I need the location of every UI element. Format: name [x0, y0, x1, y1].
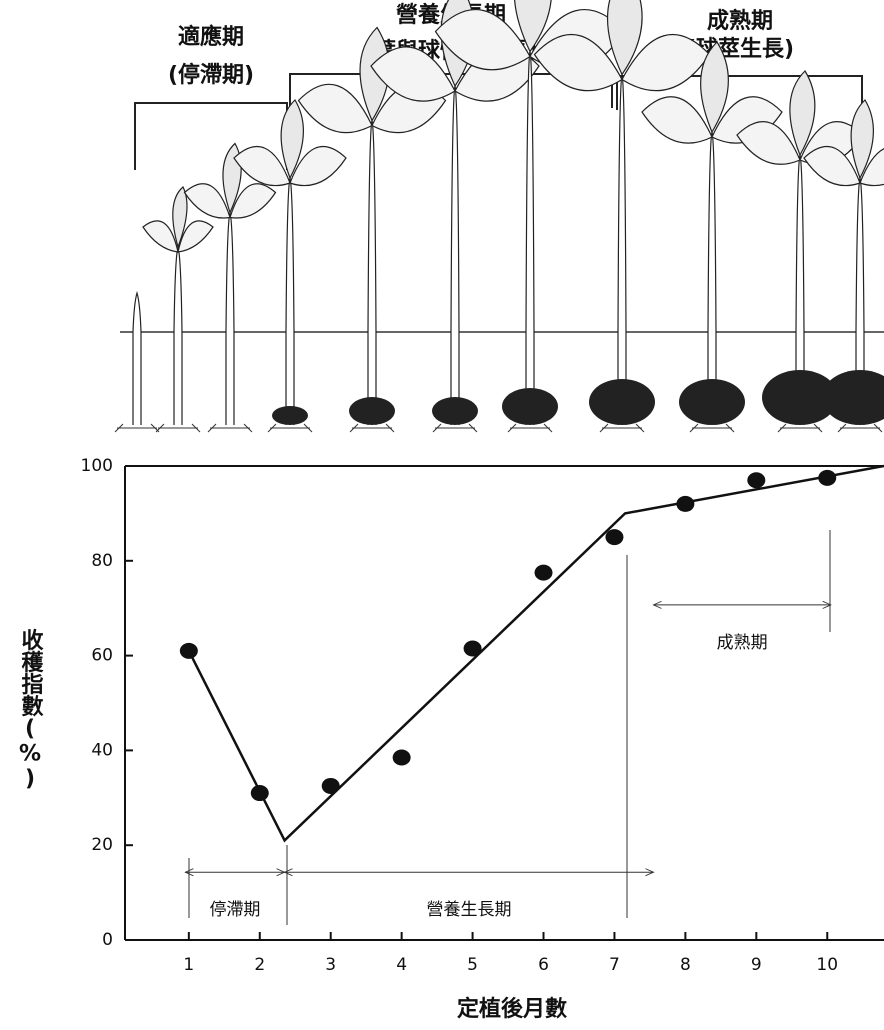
- roots: [350, 424, 394, 432]
- stage-label: (停滯期): [168, 62, 254, 88]
- stage-label: 適應期: [178, 24, 244, 50]
- leaf: [299, 84, 373, 132]
- leaf: [804, 146, 860, 185]
- stem: [368, 121, 376, 426]
- corm: [589, 379, 655, 425]
- x-tick-label: 3: [325, 955, 336, 975]
- stage-label: 成熟期: [707, 8, 773, 34]
- stem: [133, 293, 141, 425]
- illustration: 適應期(停滯期)營養生長期(葉與球快速生長)成熟期(球莖生長): [115, 0, 884, 432]
- point: [747, 472, 765, 488]
- point: [535, 565, 553, 581]
- roots: [433, 424, 477, 432]
- x-tick-label: 4: [396, 955, 407, 975]
- roots: [208, 424, 252, 432]
- stem: [174, 247, 182, 425]
- point: [251, 785, 269, 801]
- y-tick-label: 60: [91, 646, 113, 666]
- plot: 定植後月數 收穫指數(%) 0 20 40 60 80 100 1 2 3 4 5 6 7 8 9 10 停滯期…: [18, 456, 884, 1022]
- x-tick-label: 5: [467, 955, 478, 975]
- x-tick-label: 7: [609, 955, 620, 975]
- point: [322, 778, 340, 794]
- stem: [526, 52, 534, 426]
- annotation: 成熟期: [717, 632, 768, 653]
- y-tick-label: 100: [81, 456, 113, 476]
- point: [818, 470, 836, 486]
- point: [676, 496, 694, 512]
- x-tick-label: 10: [816, 955, 838, 975]
- point: [464, 640, 482, 656]
- x-tick-label: 2: [254, 955, 265, 975]
- stem: [451, 86, 459, 425]
- roots: [115, 424, 159, 432]
- corm: [679, 379, 745, 425]
- x-tick-label: 9: [751, 955, 762, 975]
- roots: [838, 424, 882, 432]
- stem: [286, 178, 294, 425]
- figure: 適應期(停滯期)營養生長期(葉與球快速生長)成熟期(球莖生長) 定植後月數 收穫…: [0, 0, 884, 1030]
- roots: [600, 424, 644, 432]
- corm: [822, 370, 884, 425]
- stem: [618, 75, 626, 426]
- roots: [778, 424, 822, 432]
- roots: [268, 424, 312, 432]
- point: [605, 529, 623, 545]
- y-tick-label: 80: [91, 551, 113, 571]
- x-tick-label: 8: [680, 955, 691, 975]
- y-tick-label: 0: [102, 930, 113, 950]
- x-tick-label: 6: [538, 955, 549, 975]
- corm: [432, 397, 478, 425]
- x-tick-label: 1: [183, 955, 194, 975]
- corm: [502, 388, 558, 425]
- corm: [272, 406, 308, 425]
- corm: [349, 397, 395, 425]
- point: [180, 643, 198, 659]
- roots: [508, 424, 552, 432]
- stem: [226, 213, 234, 426]
- leaf: [143, 221, 178, 252]
- y-tick-label: 40: [91, 740, 113, 760]
- annotation: 停滯期: [209, 900, 260, 920]
- roots: [156, 424, 200, 432]
- roots: [690, 424, 734, 432]
- y-tick-label: 20: [91, 835, 113, 855]
- leaf: [737, 122, 800, 165]
- trend-line: [189, 466, 884, 840]
- leaf: [234, 146, 290, 185]
- point: [393, 750, 411, 766]
- leaf: [642, 97, 712, 143]
- y-axis-label: 收穫指數(%): [18, 628, 44, 792]
- leaf: [185, 184, 231, 218]
- annotation: 營養生長期: [427, 900, 512, 920]
- x-axis-label: 定植後月數: [457, 996, 567, 1022]
